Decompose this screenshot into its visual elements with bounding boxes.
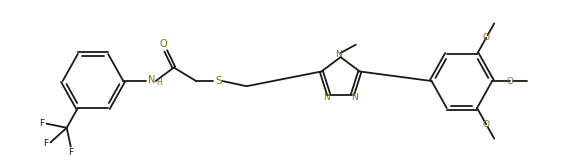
- Text: O: O: [160, 39, 168, 49]
- Text: N: N: [351, 93, 358, 102]
- Text: H: H: [157, 78, 162, 87]
- Text: F: F: [39, 119, 44, 128]
- Text: O: O: [507, 76, 514, 85]
- Text: N: N: [335, 50, 342, 58]
- Text: F: F: [43, 139, 48, 148]
- Text: N: N: [323, 93, 330, 102]
- Text: O: O: [483, 120, 490, 129]
- Text: S: S: [215, 76, 222, 86]
- Text: O: O: [483, 33, 490, 42]
- Text: N: N: [148, 75, 155, 85]
- Text: F: F: [68, 148, 73, 157]
